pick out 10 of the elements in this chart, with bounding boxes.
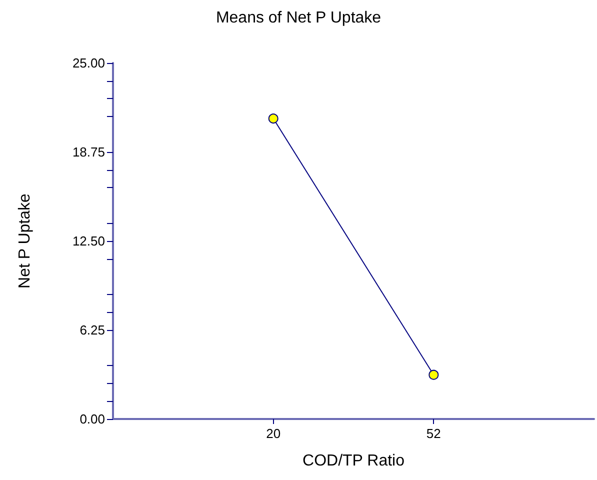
y-tick-label: 0.00 (80, 412, 105, 426)
chart-title: Means of Net P Uptake (216, 10, 382, 26)
x-tick-label: 52 (426, 426, 441, 441)
x-axis-title: COD/TP Ratio (302, 452, 405, 470)
x-tick-label: 20 (266, 426, 281, 441)
y-tick-label: 25.00 (72, 56, 105, 70)
y-axis-title: Net P Uptake (16, 193, 34, 288)
y-tick-label: 6.25 (80, 322, 105, 338)
y-tick-label: 12.50 (72, 234, 105, 248)
y-tick-label: 18.75 (72, 144, 105, 160)
